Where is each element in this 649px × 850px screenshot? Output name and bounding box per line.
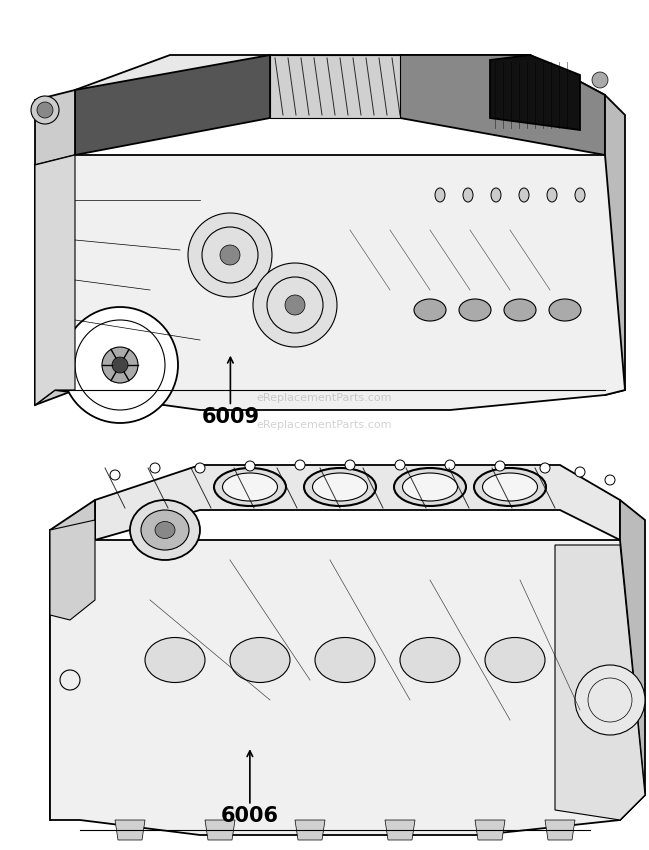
Ellipse shape — [435, 188, 445, 202]
Ellipse shape — [491, 188, 501, 202]
Polygon shape — [35, 155, 75, 405]
Circle shape — [592, 72, 608, 88]
Polygon shape — [35, 155, 625, 410]
Text: 6006: 6006 — [221, 806, 279, 826]
Circle shape — [245, 461, 255, 471]
Ellipse shape — [414, 299, 446, 321]
Polygon shape — [95, 465, 620, 540]
Polygon shape — [620, 500, 645, 820]
Circle shape — [110, 470, 120, 480]
Polygon shape — [605, 95, 625, 395]
Circle shape — [68, 588, 82, 602]
Circle shape — [345, 460, 355, 470]
Circle shape — [540, 463, 550, 473]
Circle shape — [31, 96, 59, 124]
Ellipse shape — [519, 188, 529, 202]
Polygon shape — [35, 90, 75, 405]
Circle shape — [62, 307, 178, 423]
Polygon shape — [400, 55, 605, 155]
Text: 6009: 6009 — [201, 406, 260, 427]
Ellipse shape — [482, 473, 537, 501]
Circle shape — [37, 102, 53, 118]
Ellipse shape — [402, 473, 458, 501]
Ellipse shape — [315, 638, 375, 683]
Text: eReplacementParts.com: eReplacementParts.com — [256, 420, 392, 430]
Polygon shape — [295, 820, 325, 840]
Ellipse shape — [400, 638, 460, 683]
Ellipse shape — [214, 468, 286, 506]
Ellipse shape — [575, 188, 585, 202]
Polygon shape — [385, 820, 415, 840]
Circle shape — [150, 463, 160, 473]
Circle shape — [220, 245, 240, 265]
Polygon shape — [75, 55, 605, 155]
Polygon shape — [490, 55, 580, 130]
Circle shape — [495, 461, 505, 471]
Ellipse shape — [474, 468, 546, 506]
Ellipse shape — [485, 638, 545, 683]
Polygon shape — [555, 545, 645, 820]
Circle shape — [112, 357, 128, 373]
Ellipse shape — [549, 299, 581, 321]
Circle shape — [285, 295, 305, 315]
Polygon shape — [205, 820, 235, 840]
Ellipse shape — [504, 299, 536, 321]
Text: eReplacementParts.com: eReplacementParts.com — [257, 393, 392, 403]
Polygon shape — [50, 500, 95, 820]
Polygon shape — [115, 820, 145, 840]
Ellipse shape — [223, 473, 278, 501]
Ellipse shape — [130, 500, 200, 560]
Ellipse shape — [141, 510, 189, 550]
Circle shape — [102, 347, 138, 383]
Ellipse shape — [459, 299, 491, 321]
Polygon shape — [50, 530, 645, 835]
Polygon shape — [50, 520, 95, 620]
Polygon shape — [75, 55, 270, 155]
Circle shape — [253, 263, 337, 347]
Ellipse shape — [304, 468, 376, 506]
Circle shape — [575, 467, 585, 477]
Polygon shape — [270, 55, 400, 118]
Ellipse shape — [155, 522, 175, 539]
Circle shape — [188, 213, 272, 297]
Polygon shape — [545, 820, 575, 840]
Ellipse shape — [394, 468, 466, 506]
Circle shape — [195, 463, 205, 473]
Circle shape — [445, 460, 455, 470]
Circle shape — [395, 460, 405, 470]
Ellipse shape — [145, 638, 205, 683]
Polygon shape — [475, 820, 505, 840]
Ellipse shape — [547, 188, 557, 202]
Circle shape — [295, 460, 305, 470]
Ellipse shape — [313, 473, 367, 501]
Circle shape — [605, 475, 615, 485]
Circle shape — [575, 665, 645, 735]
Ellipse shape — [463, 188, 473, 202]
Ellipse shape — [230, 638, 290, 683]
